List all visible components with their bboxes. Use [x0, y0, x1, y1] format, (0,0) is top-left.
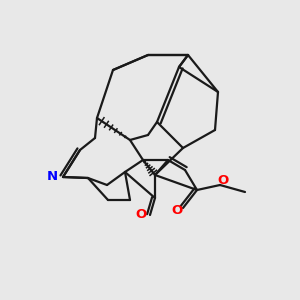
Text: O: O [171, 205, 183, 218]
Text: N: N [47, 170, 58, 184]
Text: O: O [135, 208, 147, 221]
Text: O: O [218, 174, 229, 187]
